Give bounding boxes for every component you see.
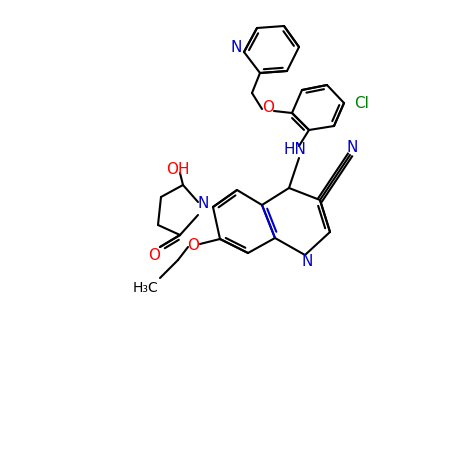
Text: H₃C: H₃C [133, 281, 159, 295]
Text: O: O [148, 248, 160, 262]
Text: O: O [262, 100, 274, 116]
Text: O: O [187, 238, 199, 253]
Text: N: N [346, 140, 358, 154]
Text: Cl: Cl [355, 95, 369, 111]
Text: N: N [302, 255, 313, 270]
Text: N: N [230, 40, 242, 55]
Text: N: N [197, 197, 209, 212]
Text: OH: OH [166, 162, 190, 176]
Text: HN: HN [284, 143, 306, 158]
